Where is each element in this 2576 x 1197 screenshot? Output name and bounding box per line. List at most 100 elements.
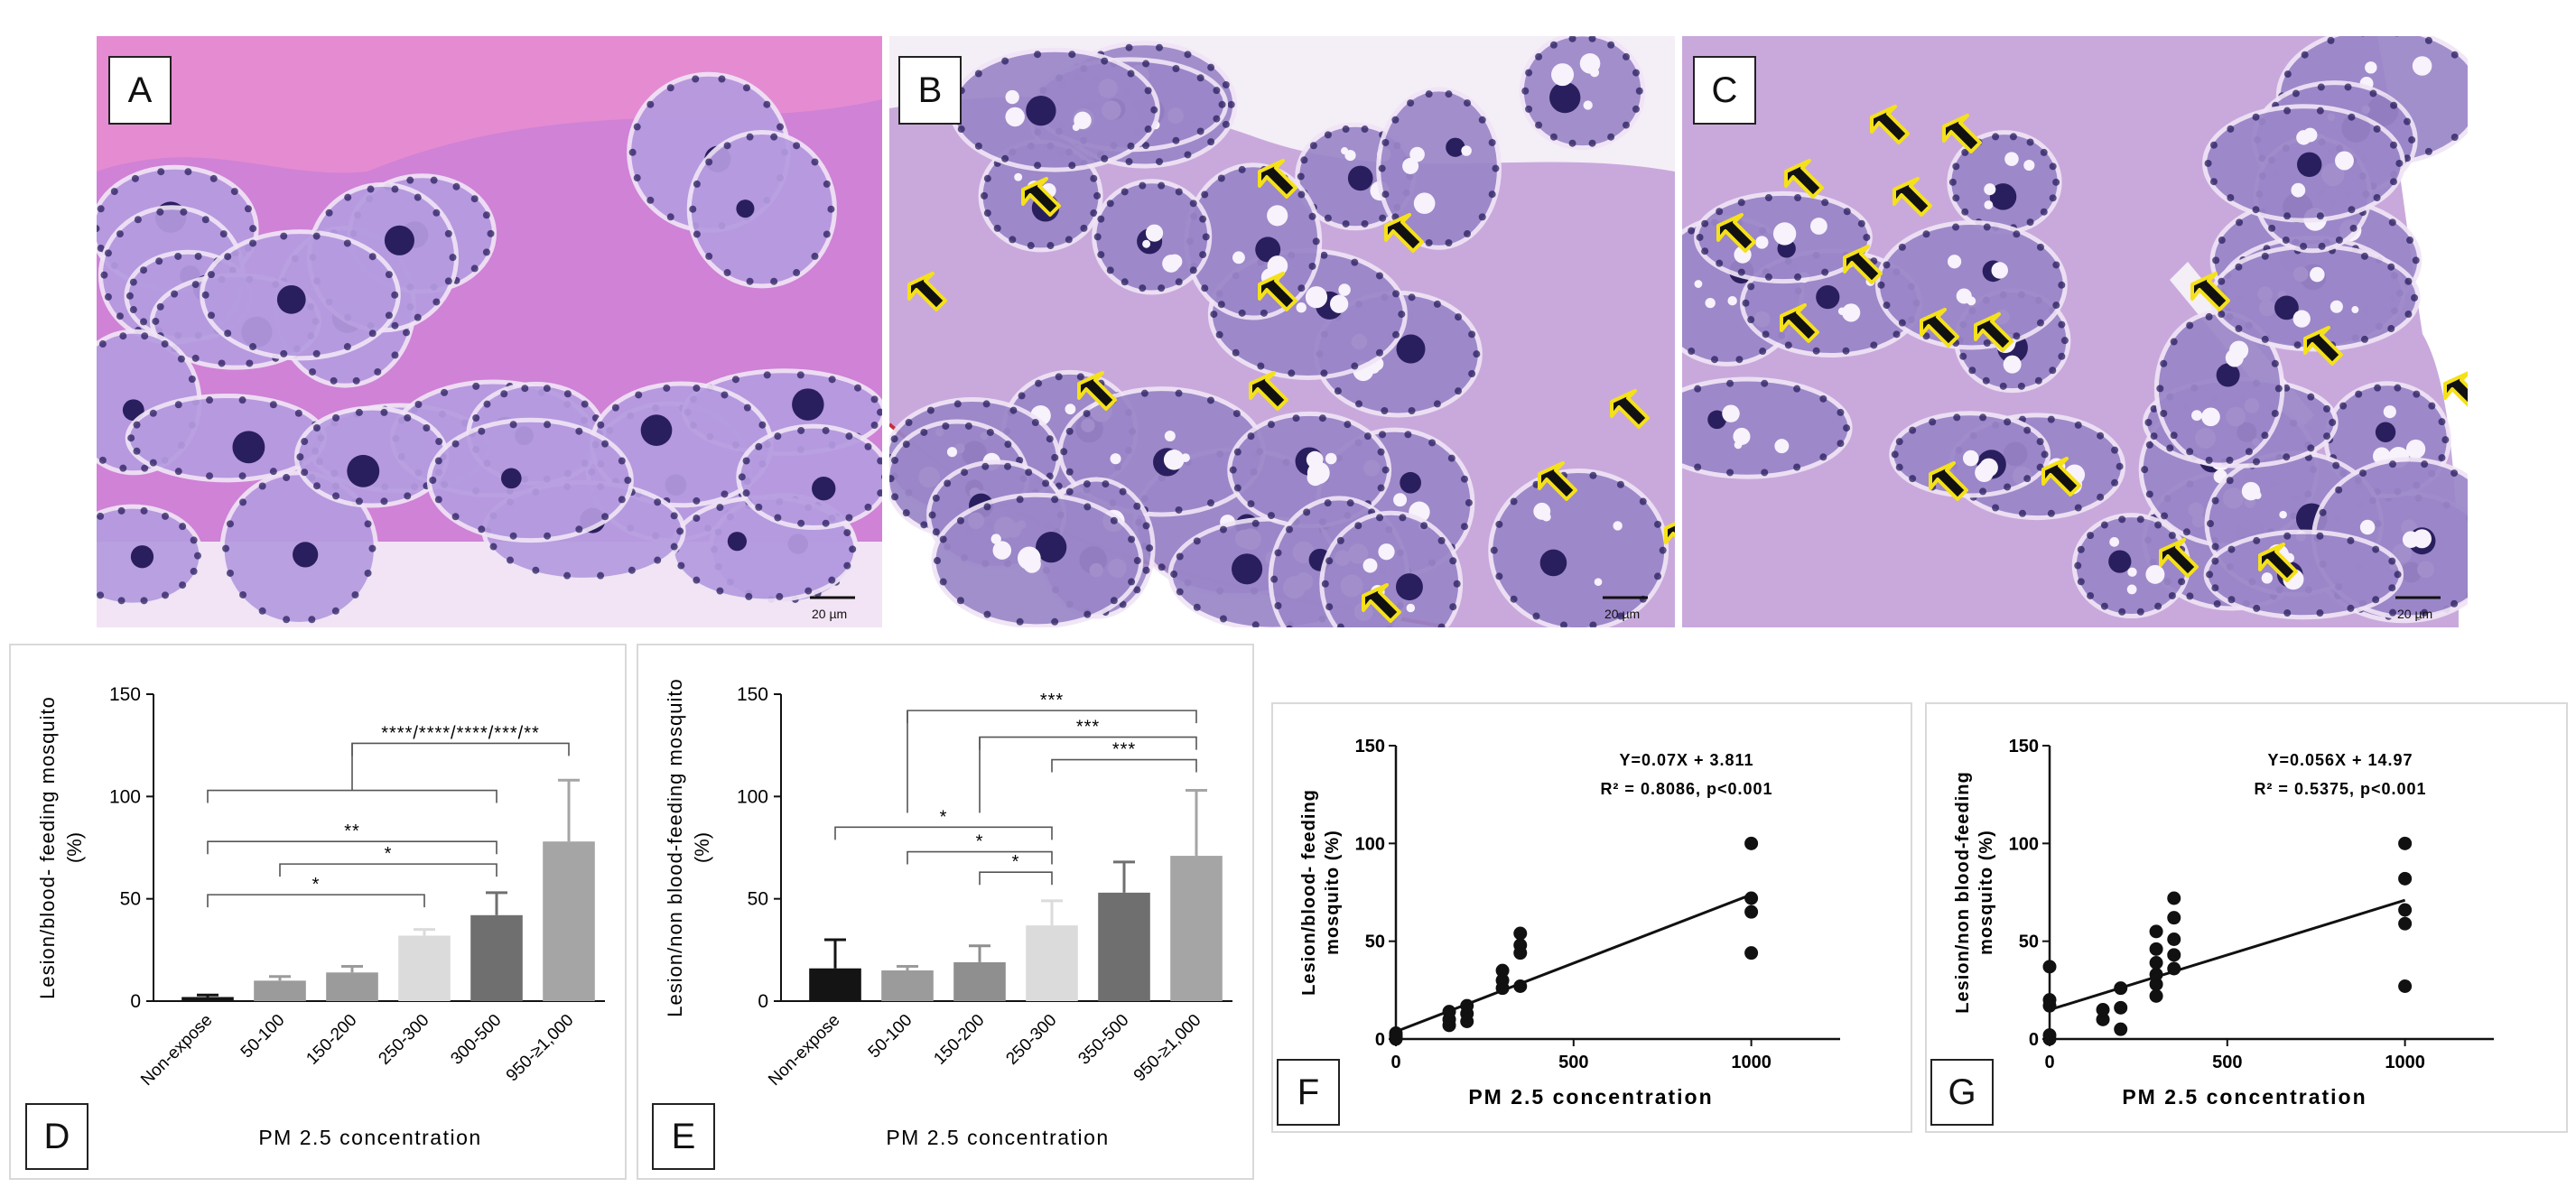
follicular-cell bbox=[2360, 252, 2368, 260]
follicular-cell bbox=[2316, 212, 2324, 220]
x-tick-label: 250-300 bbox=[1002, 1011, 1060, 1069]
follicular-cell bbox=[330, 376, 338, 385]
follicle bbox=[125, 394, 327, 483]
data-point bbox=[1460, 998, 1474, 1013]
follicular-cell bbox=[2170, 431, 2178, 440]
follicular-cell bbox=[1080, 224, 1088, 232]
follicular-cell bbox=[1549, 133, 1558, 141]
follicular-cell bbox=[2186, 448, 2194, 456]
nucleus bbox=[1036, 532, 1067, 563]
follicular-cell bbox=[1710, 356, 1718, 364]
follicular-cell bbox=[2049, 194, 2057, 202]
vacuole bbox=[2109, 536, 2120, 547]
follicular-cell bbox=[100, 271, 108, 279]
follicular-cell bbox=[1267, 421, 1275, 429]
follicular-cell bbox=[2413, 390, 2421, 398]
nucleus bbox=[2216, 363, 2240, 387]
follicular-cell bbox=[1701, 219, 1709, 227]
follicular-cell bbox=[1158, 181, 1166, 190]
follicular-cell bbox=[507, 556, 515, 564]
follicular-cell bbox=[391, 351, 399, 359]
follicular-cell bbox=[193, 552, 201, 560]
follicular-cell bbox=[414, 401, 423, 409]
follicular-cell bbox=[1495, 572, 1503, 580]
follicular-cell bbox=[1453, 580, 1461, 588]
follicular-cell bbox=[2374, 384, 2382, 392]
nucleus bbox=[130, 545, 154, 569]
follicular-cell bbox=[472, 382, 480, 390]
follicular-cell bbox=[1222, 120, 1230, 128]
follicular-cell bbox=[391, 185, 399, 193]
follicular-cell bbox=[2168, 532, 2176, 540]
follicular-cell bbox=[2261, 252, 2269, 260]
follicular-cell bbox=[2211, 557, 2219, 565]
vacuole bbox=[1991, 262, 2008, 279]
data-point bbox=[2398, 916, 2413, 931]
histology-image-b: 20 µm bbox=[889, 36, 1675, 627]
lesion-arrow-icon bbox=[1538, 461, 1577, 501]
follicular-cell bbox=[1363, 432, 1372, 441]
follicular-cell bbox=[1375, 348, 1383, 357]
x-tick-label: 50-100 bbox=[237, 1011, 289, 1062]
follicular-cell bbox=[116, 230, 124, 238]
data-point bbox=[1442, 1005, 1456, 1019]
follicular-cell bbox=[194, 252, 202, 260]
vacuole bbox=[2127, 567, 2137, 577]
follicular-cell bbox=[294, 409, 302, 417]
follicular-cell bbox=[1961, 208, 1969, 216]
follicular-cell bbox=[811, 252, 819, 260]
follicular-cell bbox=[119, 464, 127, 472]
follicular-cell bbox=[1632, 69, 1640, 77]
follicular-cell bbox=[1286, 525, 1294, 534]
follicular-cell bbox=[693, 515, 701, 523]
follicular-cell bbox=[218, 359, 226, 367]
follicular-cell bbox=[2178, 578, 2186, 586]
follicular-cell bbox=[2349, 224, 2357, 232]
follicular-cell bbox=[2150, 432, 2158, 441]
follicular-cell bbox=[1922, 332, 1930, 340]
follicular-cell bbox=[224, 329, 232, 338]
follicular-cell bbox=[1101, 57, 1109, 65]
follicular-cell bbox=[1065, 487, 1074, 496]
follicular-cell bbox=[2160, 359, 2168, 367]
follicular-cell bbox=[2060, 337, 2069, 345]
follicular-cell bbox=[201, 216, 209, 224]
significance-bracket bbox=[907, 710, 1197, 724]
follicular-cell bbox=[822, 426, 830, 434]
follicular-cell bbox=[1588, 36, 1596, 42]
y-tick-label: 100 bbox=[2009, 834, 2039, 854]
panel-label-f: F bbox=[1277, 1059, 1340, 1126]
follicular-cell bbox=[1308, 212, 1316, 220]
follicular-cell bbox=[206, 472, 214, 480]
follicular-cell bbox=[1133, 586, 1141, 594]
significance-bracket bbox=[979, 736, 1197, 750]
follicular-cell bbox=[1016, 496, 1024, 504]
x-tick-label: Non-expose bbox=[765, 1011, 843, 1090]
follicular-cell bbox=[1616, 612, 1624, 620]
vacuole bbox=[2126, 584, 2137, 595]
vacuole bbox=[2201, 407, 2220, 427]
follicular-cell bbox=[944, 479, 952, 487]
vacuole bbox=[1755, 236, 1769, 249]
follicular-cell bbox=[1184, 51, 1192, 59]
follicular-cell bbox=[209, 174, 218, 182]
follicular-cell bbox=[97, 205, 105, 213]
y-tick-label: 150 bbox=[1355, 737, 1385, 756]
follicular-cell bbox=[974, 70, 982, 78]
follicular-cell bbox=[280, 232, 288, 240]
follicular-cell bbox=[430, 176, 438, 184]
nucleus bbox=[232, 431, 265, 464]
data-point bbox=[2114, 1000, 2128, 1015]
follicular-cell bbox=[1716, 259, 1724, 267]
lesion-arrow-icon bbox=[2258, 543, 2298, 582]
panel-label-b: B bbox=[898, 56, 962, 125]
follicular-cell bbox=[1982, 376, 1990, 385]
follicular-cell bbox=[1877, 281, 1885, 289]
follicular-cell bbox=[1381, 466, 1390, 474]
follicular-cell bbox=[1297, 190, 1306, 199]
follicular-cell bbox=[174, 252, 182, 260]
follicular-cell bbox=[544, 421, 552, 429]
histology-image-a: 20 µm bbox=[97, 36, 882, 627]
follicular-cell bbox=[344, 193, 352, 201]
follicular-cell bbox=[811, 158, 819, 166]
